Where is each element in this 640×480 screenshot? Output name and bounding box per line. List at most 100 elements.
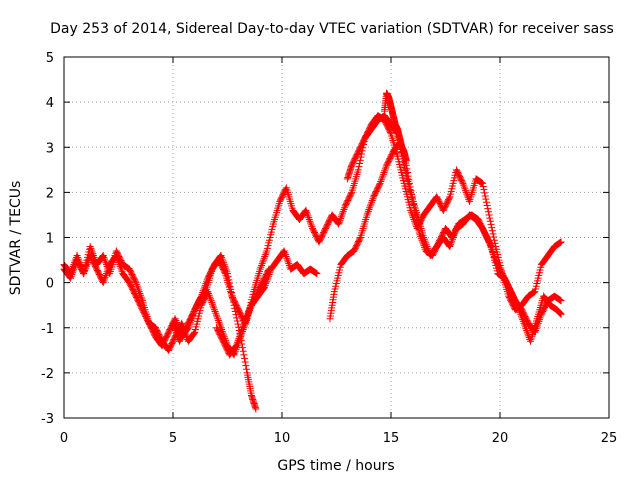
data-point	[379, 172, 387, 180]
data-point	[102, 271, 110, 279]
data-point	[479, 183, 487, 191]
data-point	[488, 224, 496, 232]
data-point	[303, 208, 311, 216]
data-points	[60, 89, 565, 413]
data-point	[355, 163, 363, 171]
data-point	[173, 330, 181, 338]
data-point	[242, 362, 250, 370]
data-point	[201, 289, 209, 297]
data-point	[339, 207, 347, 215]
data-point	[99, 279, 107, 287]
data-point	[356, 159, 364, 167]
data-point	[77, 262, 85, 270]
series-arc-7	[213, 265, 273, 359]
data-point	[487, 243, 495, 251]
data-point	[90, 253, 98, 261]
data-point	[424, 244, 432, 252]
data-point	[101, 275, 109, 283]
data-point	[449, 234, 457, 241]
data-point	[242, 315, 250, 323]
data-point	[221, 268, 229, 276]
data-point	[76, 261, 84, 269]
data-point	[459, 179, 467, 187]
data-point	[212, 309, 220, 317]
data-point	[450, 230, 458, 238]
series-arc-6	[380, 89, 410, 165]
data-point	[234, 338, 242, 346]
data-point	[485, 211, 493, 219]
data-point	[283, 254, 291, 262]
data-point	[260, 254, 268, 262]
data-point	[532, 325, 540, 333]
data-point	[245, 308, 253, 316]
data-point	[79, 268, 87, 276]
data-point	[335, 218, 343, 226]
data-point	[190, 329, 198, 337]
data-point	[100, 277, 108, 285]
data-point	[486, 214, 494, 222]
data-point	[243, 311, 251, 319]
data-point	[338, 211, 346, 219]
data-point	[377, 176, 385, 184]
data-point	[206, 293, 214, 301]
data-point	[490, 236, 498, 244]
data-point	[239, 344, 247, 352]
data-point	[486, 240, 494, 248]
data-point	[172, 328, 180, 336]
data-point	[242, 365, 250, 373]
data-point	[239, 322, 247, 330]
data-point	[484, 208, 492, 216]
data-point	[210, 304, 218, 312]
data-point	[215, 318, 223, 326]
data-point	[523, 328, 531, 336]
y-tick-label: -1	[41, 322, 54, 337]
data-point	[379, 170, 387, 178]
data-point	[445, 194, 453, 202]
data-point	[170, 321, 178, 329]
data-point	[89, 250, 97, 258]
data-point	[75, 257, 83, 265]
data-point	[103, 261, 111, 269]
data-point	[70, 261, 78, 269]
x-tick-label: 20	[492, 431, 509, 446]
data-point	[86, 243, 94, 251]
data-point	[448, 235, 456, 243]
y-tick-label: 1	[46, 232, 54, 247]
data-point	[446, 243, 454, 251]
x-tick-label: 0	[60, 431, 68, 446]
data-point	[241, 317, 249, 325]
y-tick-label: 5	[46, 51, 54, 66]
data-point	[169, 319, 177, 327]
data-point	[409, 212, 417, 220]
data-point	[337, 215, 345, 223]
data-point	[131, 277, 139, 285]
data-point	[421, 237, 429, 245]
data-point	[212, 311, 220, 319]
data-point	[490, 251, 498, 259]
data-point	[380, 169, 388, 177]
data-point	[200, 289, 208, 297]
data-point	[365, 206, 373, 214]
data-point	[216, 322, 224, 330]
data-point	[87, 244, 95, 252]
data-point	[302, 206, 310, 214]
data-point	[234, 320, 242, 328]
y-tick-label: 3	[46, 141, 54, 156]
data-point	[243, 313, 251, 321]
data-point	[381, 165, 389, 173]
data-point	[369, 195, 377, 203]
data-point	[486, 217, 494, 225]
data-point	[356, 235, 364, 243]
data-point	[535, 316, 543, 324]
data-point	[377, 178, 385, 186]
data-point	[265, 265, 273, 273]
data-point	[76, 259, 84, 267]
data-point	[376, 179, 384, 187]
data-point	[347, 190, 355, 198]
data-point	[364, 207, 372, 215]
data-point	[207, 297, 215, 305]
data-point	[233, 317, 241, 325]
data-point	[451, 228, 459, 236]
data-point	[378, 174, 386, 182]
